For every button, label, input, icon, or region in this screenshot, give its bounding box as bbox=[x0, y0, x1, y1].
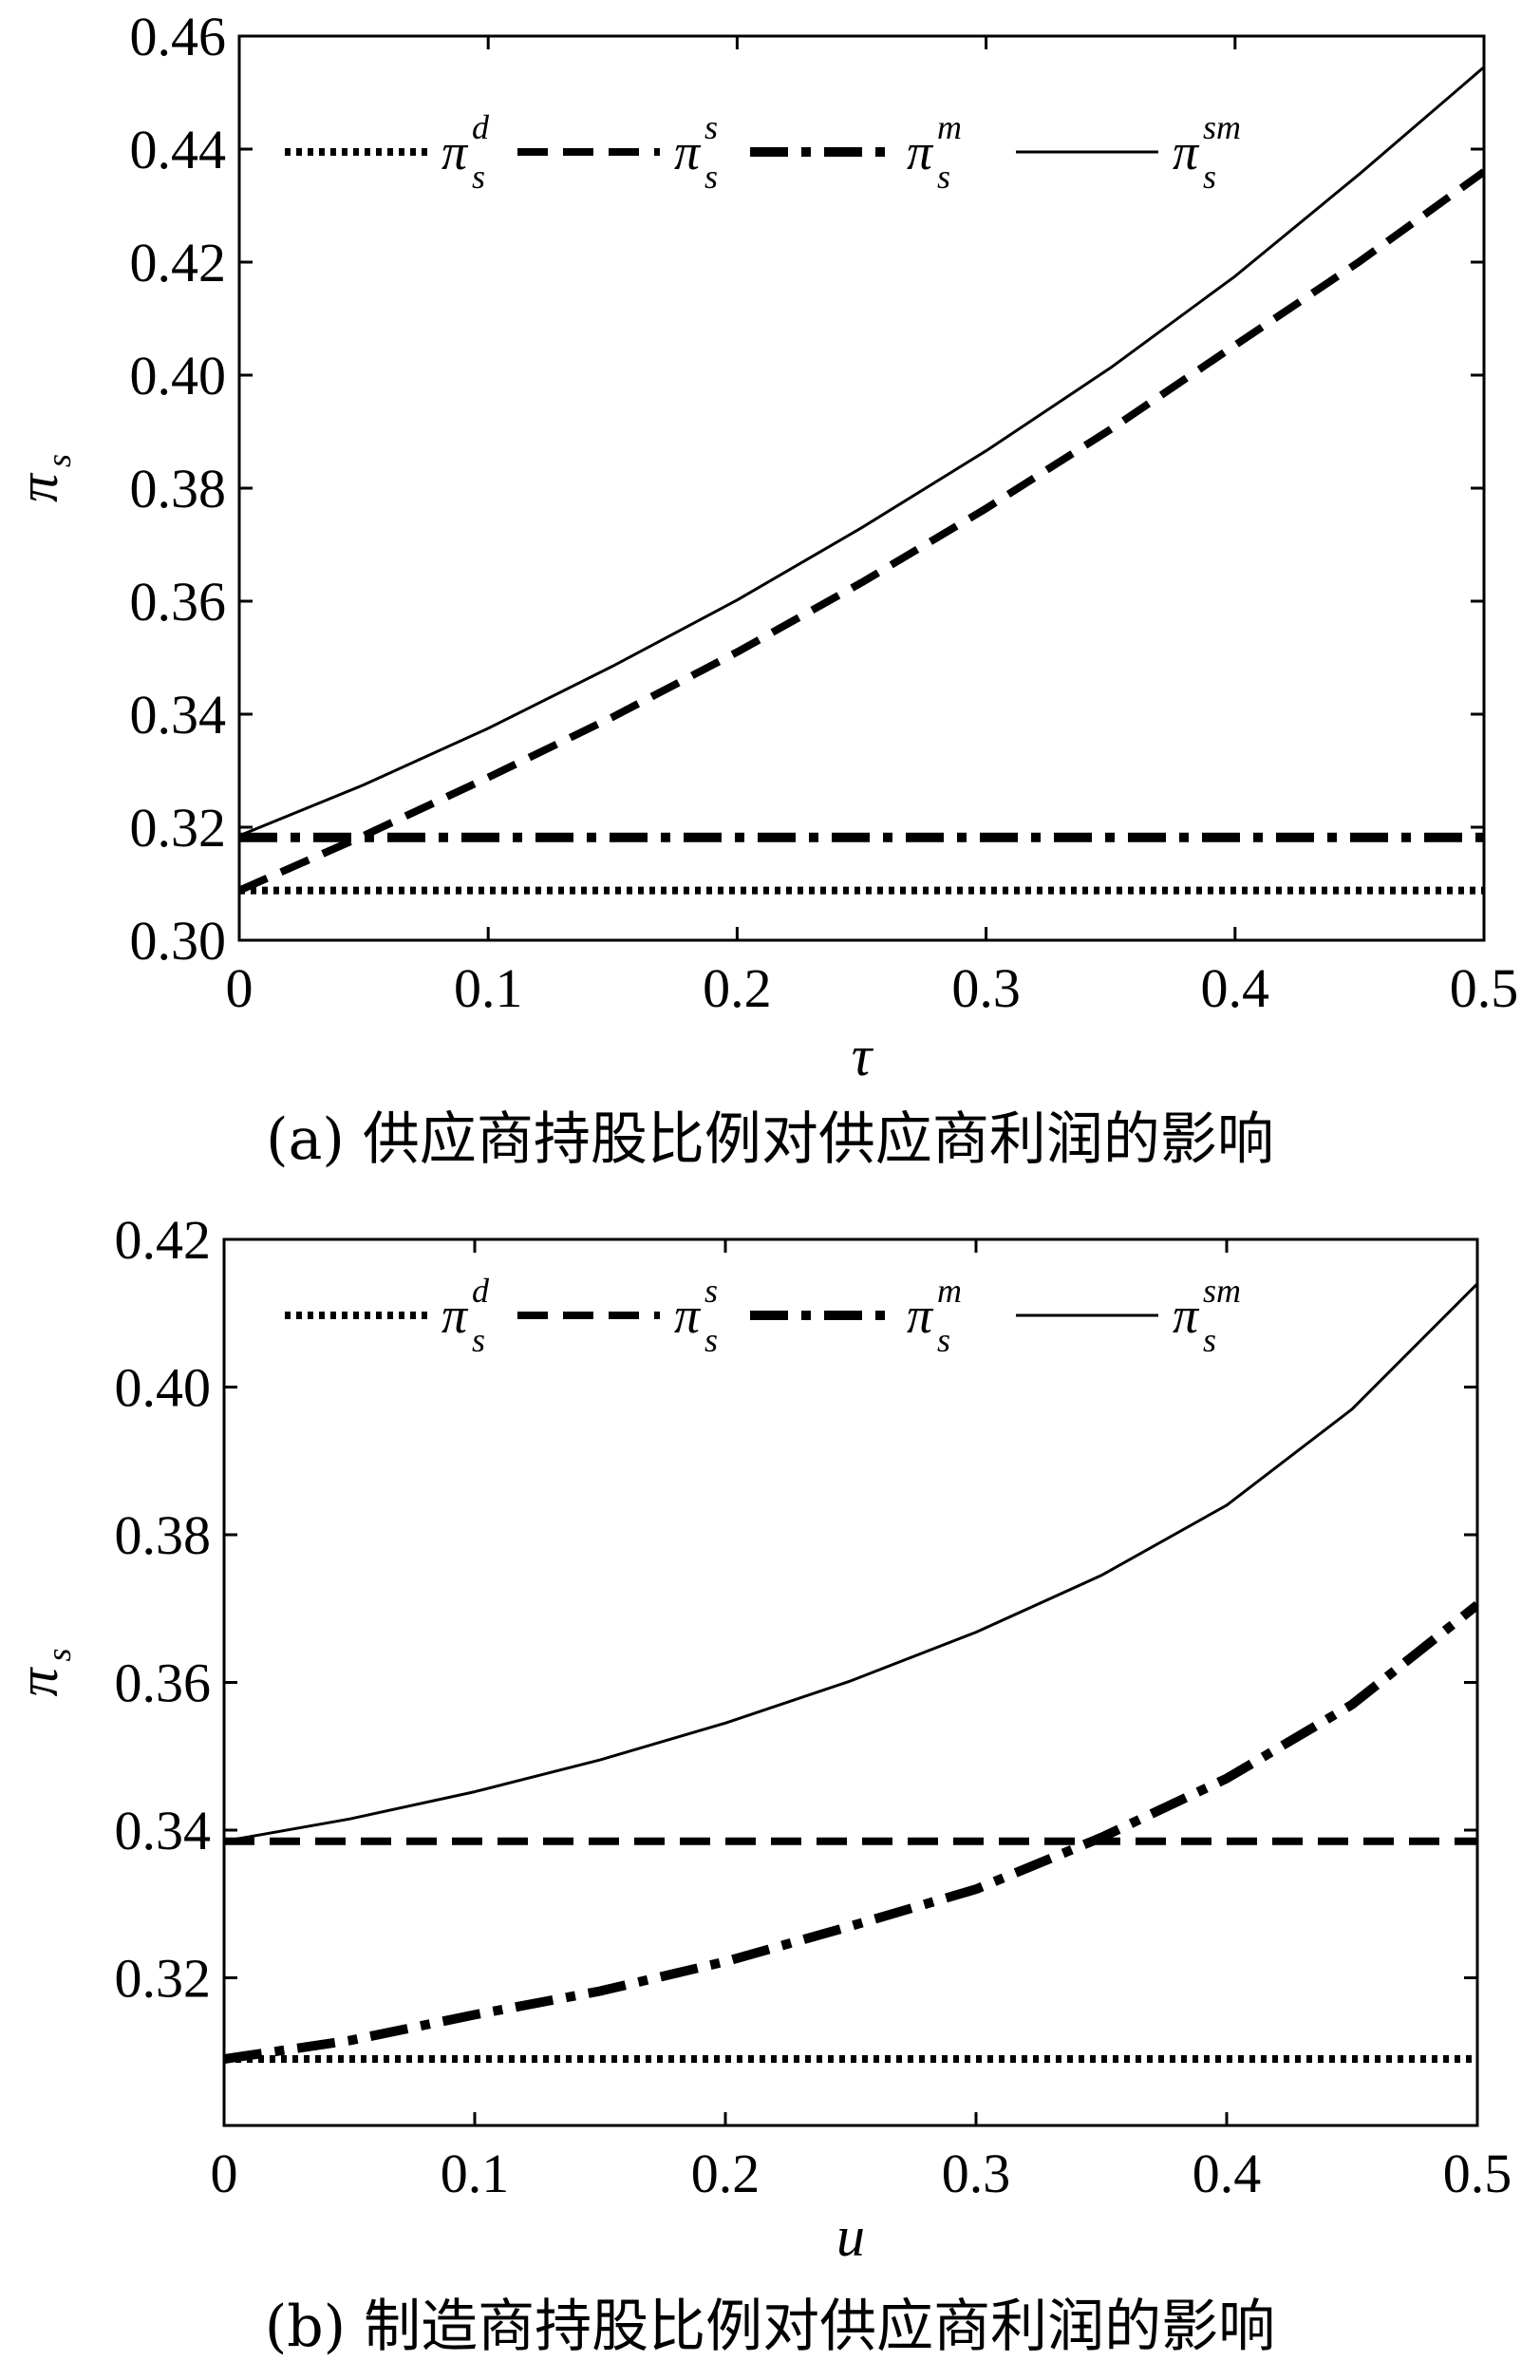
chart-a-y-tick-label: 0.44 bbox=[130, 119, 227, 180]
chart-a-legend-sub-m: s bbox=[937, 158, 950, 196]
chart-b-legend-sub-s: s bbox=[704, 1321, 718, 1359]
chart-b-plot-frame bbox=[222, 1237, 1479, 2127]
chart-a-y-tick-label: 0.42 bbox=[130, 232, 227, 293]
chart-a-legend-sub-sm: s bbox=[1203, 158, 1216, 196]
chart-b-x-tick-label: 0 bbox=[211, 2143, 238, 2204]
chart-b-y-tick-label: 0.36 bbox=[115, 1653, 212, 1714]
chart-a-legend-sup-s: s bbox=[704, 108, 718, 146]
chart-b-x-tick-label: 0.2 bbox=[691, 2143, 761, 2204]
chart-a-y-tick-label: 0.36 bbox=[130, 571, 227, 633]
chart-a-legend-sup-m: m bbox=[937, 108, 962, 146]
chart-b-legend-label-s: π bbox=[674, 1287, 702, 1344]
chart-b-x-tick-label: 0.3 bbox=[942, 2143, 1011, 2204]
chart-b: 0 0.1 0.2 0.3 0.4 0.5 0.32 0.34 0.36 0.38 0.40 0.42… bbox=[7, 1209, 1512, 2360]
chart-b-legend-sup-s: s bbox=[704, 1272, 718, 1310]
chart-b-y-tick-label: 0.34 bbox=[115, 1800, 212, 1861]
chart-b-x-tick-label: 0.5 bbox=[1443, 2143, 1512, 2204]
chart-b-caption: (b) 制造商持股比例对供应商利润的影响 bbox=[265, 2294, 1275, 2360]
chart-a-y-tick-label: 0.30 bbox=[130, 910, 227, 972]
chart-a-legend-sub-s: s bbox=[704, 158, 718, 196]
chart-a-series-s-line bbox=[239, 168, 1484, 895]
chart-a-series-sm-line bbox=[239, 66, 1484, 838]
chart-a-legend-label-m: π bbox=[907, 123, 934, 180]
chart-b-y-axis-label-sub: s bbox=[40, 1648, 78, 1661]
chart-a-x-tick-label: 0.1 bbox=[454, 957, 523, 1019]
chart-a-legend-sub-d: s bbox=[472, 158, 485, 196]
chart-a-y-tick-label: 0.34 bbox=[130, 684, 227, 746]
chart-a-y-axis-label-main: π bbox=[7, 472, 69, 502]
chart-a-x-tick-label: 0.5 bbox=[1450, 957, 1519, 1019]
chart-a-legend-label-s: π bbox=[674, 123, 702, 180]
chart-b-series-sm-line bbox=[224, 1282, 1477, 1843]
chart-b-y-axis-label-main: π bbox=[7, 1667, 69, 1697]
chart-a-y-tick-label: 0.32 bbox=[130, 797, 227, 859]
chart-b-legend-sup-d: d bbox=[472, 1272, 490, 1310]
chart-b-legend-sub-d: s bbox=[472, 1321, 485, 1359]
chart-a-x-tick-label: 0 bbox=[226, 957, 254, 1019]
chart-a-y-axis-label: πs bbox=[7, 454, 78, 502]
chart-b-y-tick-label: 0.38 bbox=[115, 1504, 212, 1566]
chart-b-y-tick-label: 0.40 bbox=[115, 1357, 212, 1419]
chart-a-legend-sup-sm: sm bbox=[1203, 108, 1241, 146]
chart-a-x-tick-label: 0.2 bbox=[703, 957, 772, 1019]
chart-b-y-tick-label: 0.42 bbox=[115, 1209, 212, 1271]
chart-b-legend-sup-sm: sm bbox=[1203, 1272, 1241, 1310]
chart-b-legend-label-m: π bbox=[907, 1287, 934, 1344]
chart-b-legend-label-d: π bbox=[441, 1287, 469, 1344]
chart-a-legend-label-d: π bbox=[441, 123, 469, 180]
chart-a: 0 0.1 0.2 0.3 0.4 0.5 0.30 0.32 0.34 0.36 0.38 0.40… bbox=[7, 6, 1518, 1173]
chart-b-x-tick-label: 0.4 bbox=[1193, 2143, 1262, 2204]
chart-a-y-tick-label: 0.38 bbox=[130, 458, 227, 519]
chart-a-caption: (a) 供应商持股比例对供应商利润的影响 bbox=[266, 1106, 1274, 1173]
chart-a-legend-sup-d: d bbox=[472, 108, 490, 146]
chart-a-y-axis-label-sub: s bbox=[40, 454, 78, 467]
chart-b-x-tick-label: 0.1 bbox=[441, 2143, 510, 2204]
chart-a-x-tick-label: 0.3 bbox=[951, 957, 1021, 1019]
chart-b-series-m-line bbox=[224, 1600, 1477, 2064]
chart-b-legend-sub-sm: s bbox=[1203, 1321, 1216, 1359]
chart-b-x-axis-label: u bbox=[836, 2205, 865, 2268]
chart-b-legend-sup-m: m bbox=[937, 1272, 962, 1310]
chart-b-legend-label-sm: π bbox=[1173, 1287, 1200, 1344]
chart-a-legend-label-sm: π bbox=[1173, 123, 1200, 180]
chart-a-x-tick-label: 0.4 bbox=[1201, 957, 1270, 1019]
chart-a-y-tick-label: 0.40 bbox=[130, 345, 227, 406]
chart-b-legend-sub-m: s bbox=[937, 1321, 950, 1359]
chart-a-x-axis-label: τ bbox=[852, 1025, 874, 1087]
chart-b-y-axis-label: πs bbox=[7, 1648, 78, 1696]
chart-a-y-tick-label: 0.46 bbox=[130, 6, 227, 67]
chart-b-y-tick-label: 0.32 bbox=[115, 1948, 212, 2010]
